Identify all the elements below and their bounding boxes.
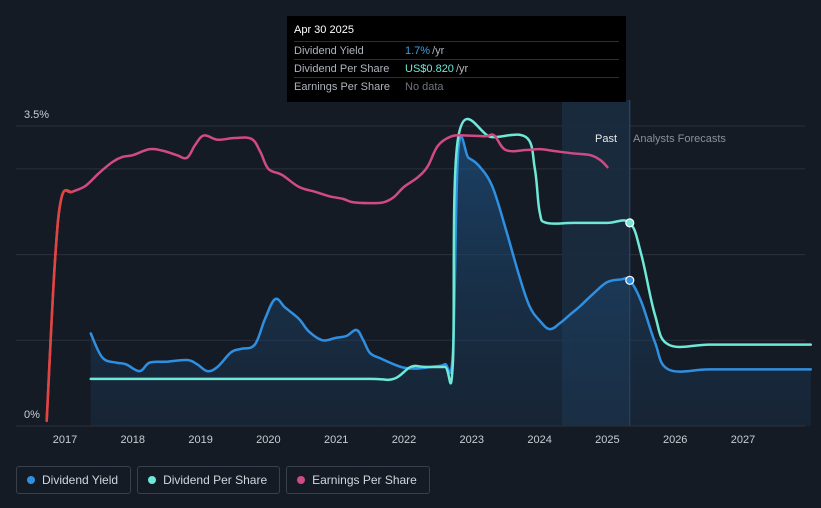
tooltip-value: 1.7%: [405, 44, 431, 57]
dividend-yield-line: [89, 135, 813, 375]
legend-label: Dividend Yield: [42, 473, 119, 487]
dividend-yield-marker: [625, 275, 635, 285]
dividend-yield-area: [90, 136, 811, 426]
dividend-per-share-line: [89, 117, 813, 385]
x-tick-label: 2027: [731, 434, 755, 446]
x-tick-label: 2021: [324, 434, 348, 446]
tooltip-label: Earnings Per Share: [294, 80, 390, 93]
tooltip-date: Apr 30 2025: [294, 24, 354, 36]
analysts-forecasts-label: Analysts Forecasts: [633, 133, 726, 145]
earnings-per-share-line: [45, 133, 609, 423]
x-tick-label: 2017: [53, 434, 77, 446]
x-tick-label: 2023: [460, 434, 484, 446]
tooltip-row-dividend-yield: Dividend Yield 1.7% /yr: [294, 41, 619, 59]
y-tick-label: 0%: [24, 409, 40, 421]
x-tick-label: 2026: [663, 434, 687, 446]
legend-item-earnings-per-share[interactable]: Earnings Per Share: [286, 466, 430, 494]
dividend-per-share-marker: [625, 218, 635, 228]
tooltip-label: Dividend Yield: [294, 44, 364, 57]
x-tick-label: 2025: [595, 434, 619, 446]
chart-legend: Dividend Yield Dividend Per Share Earnin…: [16, 466, 430, 494]
tooltip-value: US$0.820: [405, 62, 454, 75]
x-tick-label: 2019: [188, 434, 212, 446]
past-label: Past: [595, 133, 617, 145]
legend-dot-icon: [148, 476, 157, 484]
x-tick-label: 2024: [527, 434, 551, 446]
tooltip-value: No data: [405, 80, 444, 93]
tooltip-label: Dividend Per Share: [294, 62, 390, 75]
legend-item-dividend-per-share[interactable]: Dividend Per Share: [137, 466, 281, 494]
legend-item-dividend-yield[interactable]: Dividend Yield: [16, 466, 132, 494]
legend-dot-icon: [297, 476, 306, 484]
legend-dot-icon: [27, 476, 35, 484]
legend-label: Dividend Per Share: [163, 473, 268, 487]
x-tick-label: 2018: [121, 434, 145, 446]
legend-label: Earnings Per Share: [312, 473, 417, 487]
earnings-per-share-negative-segment: [45, 188, 74, 423]
y-tick-label: 3.5%: [24, 109, 49, 121]
hover-tooltip: Apr 30 2025 Dividend Yield 1.7% /yr Divi…: [287, 16, 626, 102]
tooltip-row-dividend-per-share: Dividend Per Share US$0.820 /yr: [294, 59, 619, 77]
tooltip-unit: /yr: [455, 62, 469, 75]
x-tick-label: 2022: [392, 434, 416, 446]
tooltip-unit: /yr: [432, 44, 445, 57]
x-tick-label: 2020: [256, 434, 280, 446]
tooltip-row-earnings-per-share: Earnings Per Share No data: [294, 77, 619, 95]
